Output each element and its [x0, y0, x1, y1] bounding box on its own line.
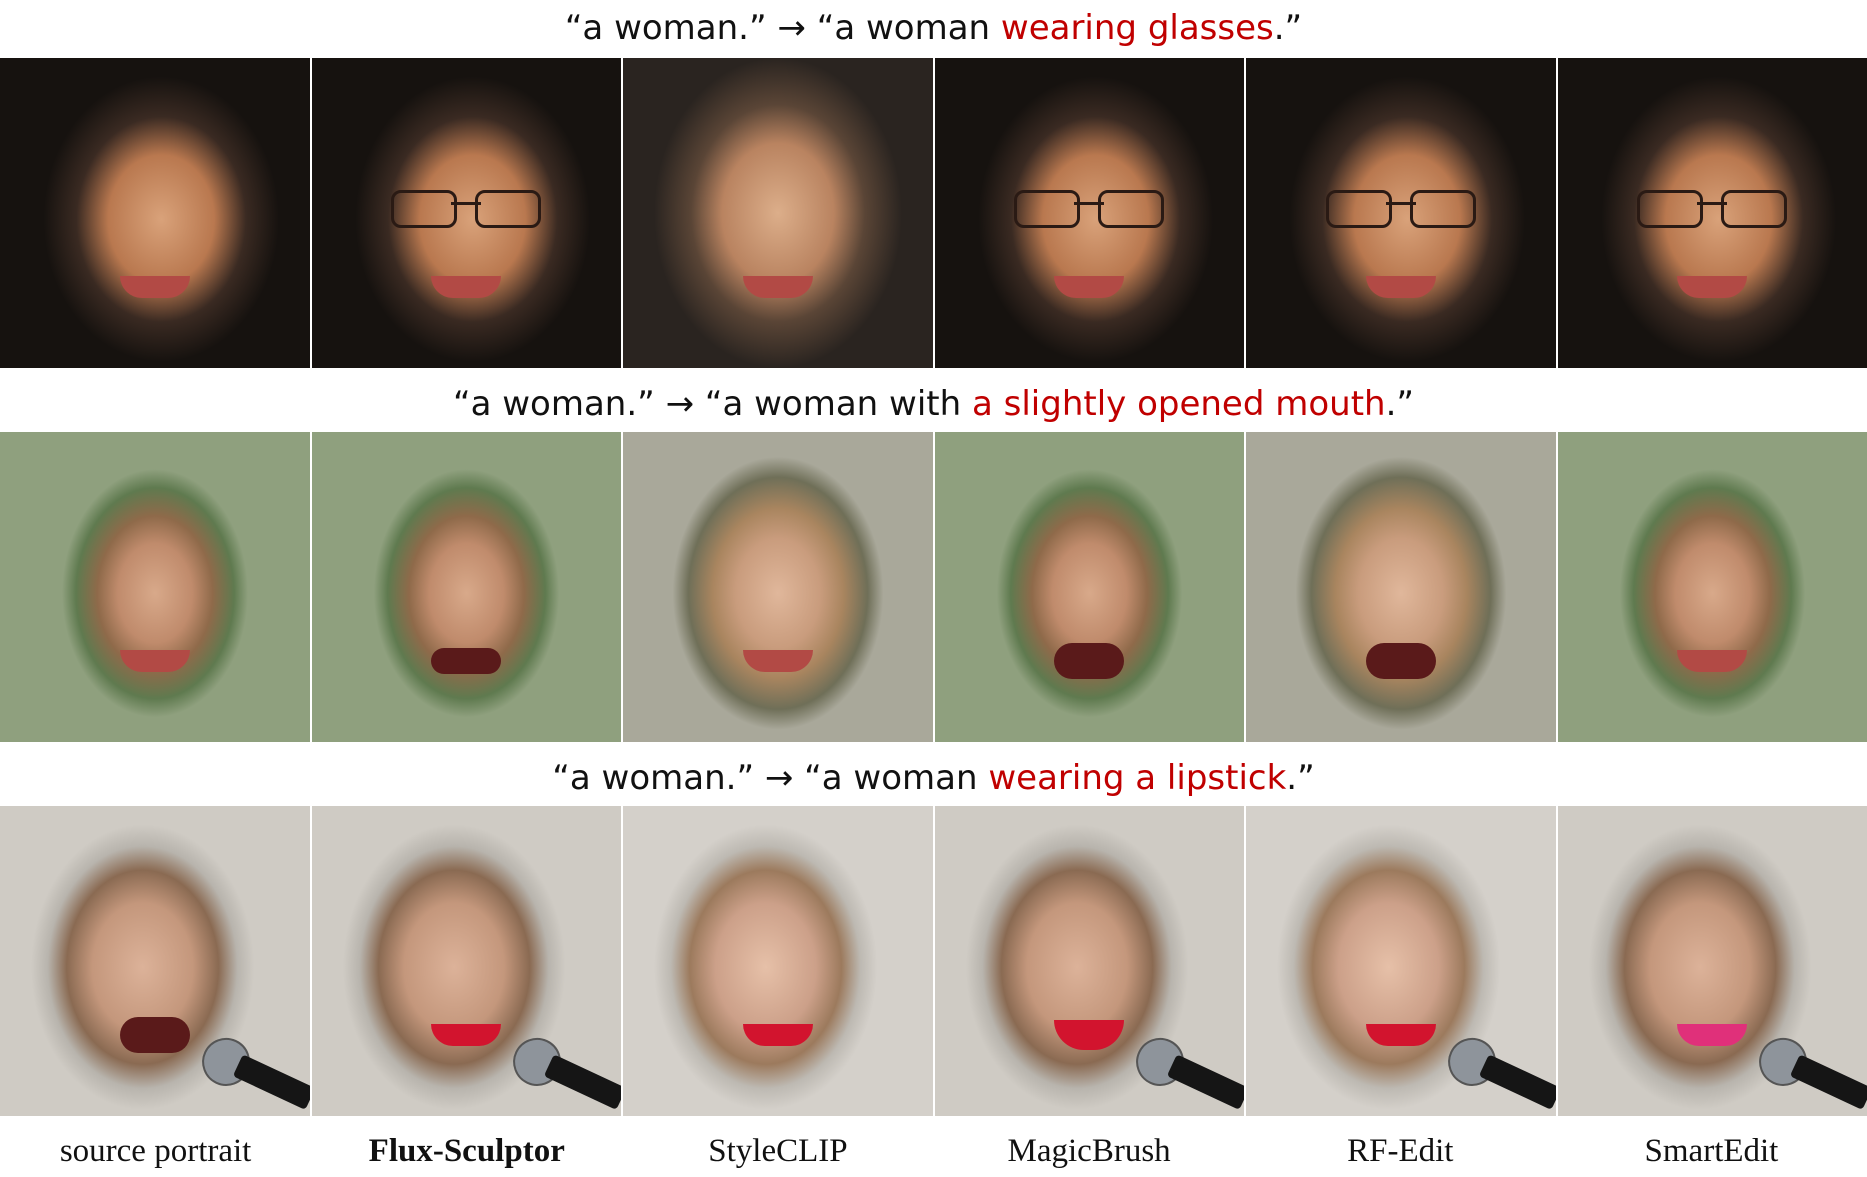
caption-glasses: “a woman.” → “a woman wearing glasses.” — [0, 0, 1867, 56]
mouth — [742, 650, 813, 673]
caption-highlight: a slightly opened mouth — [971, 384, 1386, 424]
portrait-smartedit — [1557, 58, 1867, 368]
label-styleclip: StyleCLIP — [708, 1133, 848, 1169]
portrait-flux-sculptor — [311, 58, 623, 368]
mouth — [119, 650, 190, 673]
caption-highlight: wearing glasses — [1000, 8, 1274, 48]
caption-highlight: wearing a lipstick — [988, 758, 1287, 798]
portrait-magicbrush — [934, 806, 1246, 1116]
portrait-smartedit — [1557, 432, 1867, 742]
portrait-styleclip — [623, 806, 935, 1116]
caption-suffix: .” — [1385, 384, 1415, 424]
mouth — [1054, 1020, 1125, 1051]
mouth — [742, 1024, 813, 1047]
glasses-icon — [391, 189, 542, 228]
mouth — [119, 1017, 190, 1054]
mouth — [431, 1024, 502, 1047]
label-flux-sculptor: Flux-Sculptor — [368, 1133, 565, 1169]
portrait-rf-edit — [1246, 58, 1558, 368]
microphone-icon — [194, 1030, 310, 1111]
caption-suffix: .” — [1273, 8, 1303, 48]
portrait-magicbrush — [934, 432, 1246, 742]
mouth — [1677, 650, 1748, 673]
microphone-icon — [1440, 1030, 1556, 1111]
caption-prefix: “a woman.” → “a woman — [564, 8, 1001, 48]
mouth — [431, 276, 502, 299]
image-row-lipstick — [0, 806, 1867, 1116]
image-row-mouth — [0, 432, 1867, 742]
column-labels: source portrait Flux-Sculptor StyleCLIP … — [0, 1128, 1867, 1174]
microphone-icon — [1751, 1030, 1867, 1111]
image-row-glasses — [0, 58, 1867, 368]
portrait-rf-edit — [1246, 806, 1558, 1116]
portrait-flux-sculptor — [311, 432, 623, 742]
glasses-icon — [1325, 189, 1476, 228]
portrait-source — [0, 432, 312, 742]
portrait-styleclip — [623, 432, 935, 742]
portrait-styleclip — [623, 58, 935, 368]
label-rf-edit: RF-Edit — [1347, 1133, 1454, 1169]
mouth — [1365, 276, 1436, 299]
glasses-icon — [1014, 189, 1165, 228]
portrait-source — [0, 806, 312, 1116]
caption-mouth: “a woman.” → “a woman with a slightly op… — [0, 376, 1867, 432]
mouth — [431, 648, 502, 675]
portrait-source — [0, 58, 312, 368]
microphone-icon — [1128, 1030, 1245, 1111]
mouth — [1677, 1024, 1748, 1047]
portrait-magicbrush — [934, 58, 1246, 368]
label-magicbrush: MagicBrush — [1007, 1133, 1171, 1169]
portrait-smartedit — [1557, 806, 1867, 1116]
mouth — [1054, 276, 1125, 299]
mouth — [1365, 643, 1436, 680]
mouth — [119, 276, 190, 299]
label-source-portrait: source portrait — [59, 1133, 252, 1169]
mouth — [1677, 276, 1748, 299]
label-smartedit: SmartEdit — [1644, 1133, 1779, 1169]
portrait-flux-sculptor — [311, 806, 623, 1116]
mouth — [742, 276, 813, 299]
caption-prefix: “a woman.” → “a woman with — [452, 384, 972, 424]
mouth — [1365, 1024, 1436, 1047]
caption-prefix: “a woman.” → “a woman — [552, 758, 989, 798]
caption-suffix: .” — [1286, 758, 1315, 798]
glasses-icon — [1637, 189, 1788, 228]
mouth — [1054, 643, 1125, 680]
caption-lipstick: “a woman.” → “a woman wearing a lipstick… — [0, 750, 1867, 806]
microphone-icon — [505, 1030, 622, 1111]
portrait-rf-edit — [1246, 432, 1558, 742]
